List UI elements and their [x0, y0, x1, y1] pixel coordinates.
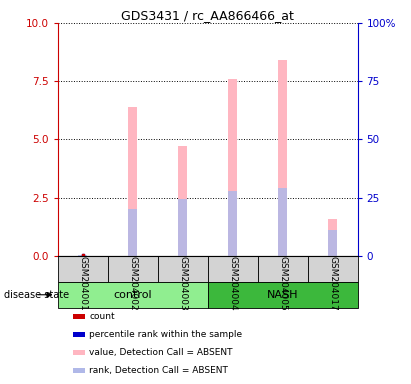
Text: percentile rank within the sample: percentile rank within the sample: [89, 330, 242, 339]
Text: GSM204001: GSM204001: [78, 257, 87, 311]
Text: GSM204017: GSM204017: [328, 257, 337, 311]
FancyBboxPatch shape: [58, 282, 208, 308]
FancyBboxPatch shape: [208, 282, 358, 308]
Bar: [278, 60, 287, 256]
FancyBboxPatch shape: [108, 256, 157, 282]
Bar: [73, 368, 85, 373]
Bar: [73, 314, 85, 319]
Bar: [278, 189, 287, 256]
Text: rank, Detection Call = ABSENT: rank, Detection Call = ABSENT: [89, 366, 228, 375]
FancyBboxPatch shape: [157, 256, 208, 282]
FancyBboxPatch shape: [258, 256, 307, 282]
Text: GSM204005: GSM204005: [278, 257, 287, 311]
Bar: [73, 332, 85, 337]
Bar: [178, 199, 187, 256]
Text: GSM204003: GSM204003: [178, 257, 187, 311]
Text: NASH: NASH: [267, 290, 298, 300]
Bar: [328, 218, 337, 256]
Title: GDS3431 / rc_AA866466_at: GDS3431 / rc_AA866466_at: [121, 9, 294, 22]
Bar: [73, 350, 85, 355]
Text: control: control: [113, 290, 152, 300]
FancyBboxPatch shape: [307, 256, 358, 282]
Bar: [228, 191, 237, 256]
Text: count: count: [89, 312, 115, 321]
Bar: [178, 146, 187, 256]
Text: GSM204002: GSM204002: [128, 257, 137, 311]
Bar: [328, 230, 337, 256]
Bar: [128, 209, 137, 256]
Bar: [228, 79, 237, 256]
Text: value, Detection Call = ABSENT: value, Detection Call = ABSENT: [89, 348, 233, 357]
FancyBboxPatch shape: [58, 256, 108, 282]
Text: disease state: disease state: [4, 290, 69, 300]
Bar: [128, 107, 137, 256]
FancyBboxPatch shape: [208, 256, 258, 282]
Bar: [78, 255, 87, 256]
Text: GSM204004: GSM204004: [228, 257, 237, 311]
